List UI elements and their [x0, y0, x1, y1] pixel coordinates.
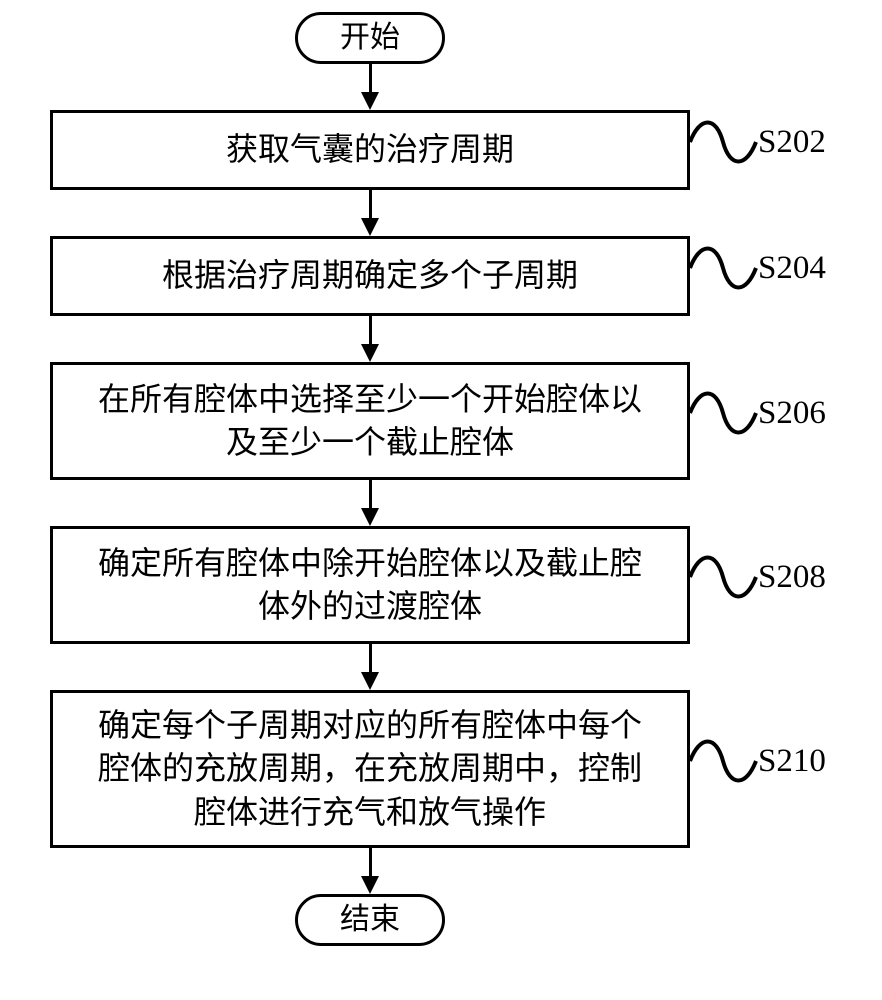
process-step-s206: 在所有腔体中选择至少一个开始腔体以 及至少一个截止腔体 [50, 362, 690, 480]
process-step-s210: 确定每个子周期对应的所有腔体中每个 腔体的充放周期，在充放周期中，控制 腔体进行… [50, 690, 690, 848]
process-step-s204: 根据治疗周期确定多个子周期 [50, 236, 690, 316]
step-label-s208: S208 [758, 559, 826, 596]
step-label-s204: S204 [758, 250, 826, 287]
connector-sine [688, 238, 758, 298]
process-step-text: 在所有腔体中选择至少一个开始腔体以 及至少一个截止腔体 [98, 378, 642, 464]
connector-sine [688, 112, 758, 172]
terminator-end-label: 结束 [340, 900, 400, 941]
step-label-s210: S210 [758, 743, 826, 780]
step-label-s206: S206 [758, 395, 826, 432]
connector-sine [688, 547, 758, 607]
process-step-text: 确定每个子周期对应的所有腔体中每个 腔体的充放周期，在充放周期中，控制 腔体进行… [98, 704, 642, 834]
connector-sine [688, 383, 758, 443]
terminator-start-label: 开始 [340, 18, 400, 59]
process-step-text: 获取气囊的治疗周期 [226, 128, 514, 171]
process-step-text: 确定所有腔体中除开始腔体以及截止腔 体外的过渡腔体 [98, 542, 642, 628]
step-label-s202: S202 [758, 124, 826, 161]
process-step-text: 根据治疗周期确定多个子周期 [162, 254, 578, 297]
process-step-s202: 获取气囊的治疗周期 [50, 110, 690, 190]
process-step-s208: 确定所有腔体中除开始腔体以及截止腔 体外的过渡腔体 [50, 526, 690, 644]
terminator-start: 开始 [295, 12, 445, 64]
connector-sine [688, 731, 758, 791]
terminator-end: 结束 [295, 894, 445, 946]
